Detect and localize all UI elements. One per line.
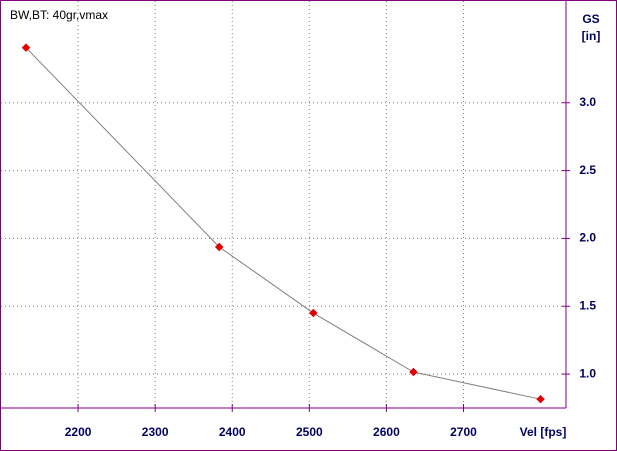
y-tick-label: 1.5: [579, 298, 596, 312]
y-axis-unit: [in]: [582, 29, 601, 43]
x-tick-label: 2300: [142, 425, 169, 439]
y-tick-label: 2.5: [579, 163, 596, 177]
y-tick-label: 3.0: [579, 95, 596, 109]
y-axis-title: GS: [582, 12, 599, 26]
data-point: [21, 43, 31, 52]
x-tick-label: 2500: [296, 425, 323, 439]
data-point: [536, 394, 545, 404]
x-tick-label: 2700: [450, 425, 477, 439]
x-tick-label: 2600: [373, 425, 400, 439]
x-tick-label: 2200: [65, 425, 92, 439]
x-tick-label: 2400: [219, 425, 246, 439]
chart-title: BW,BT: 40gr,vmax: [10, 8, 108, 22]
data-point: [409, 367, 418, 377]
data-point: [214, 242, 224, 252]
y-tick-label: 1.0: [579, 366, 596, 380]
x-axis-title: Vel [fps]: [520, 425, 567, 439]
data-point: [309, 308, 318, 318]
y-tick-label: 2.0: [579, 231, 596, 245]
